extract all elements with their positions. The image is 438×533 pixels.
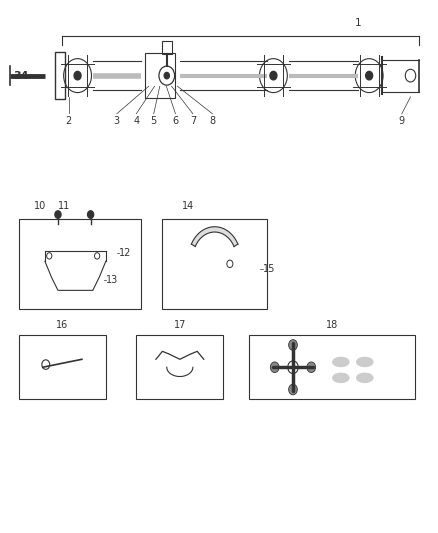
Bar — [19, 219, 141, 309]
Circle shape — [164, 72, 170, 79]
Circle shape — [270, 362, 279, 373]
Circle shape — [289, 384, 297, 395]
Text: 18: 18 — [326, 320, 338, 330]
Ellipse shape — [357, 373, 373, 383]
Circle shape — [288, 361, 298, 374]
Text: 7: 7 — [190, 116, 196, 126]
Text: 13: 13 — [106, 274, 119, 285]
Bar — [55, 52, 65, 100]
Text: 16: 16 — [56, 320, 68, 330]
Bar — [136, 335, 223, 399]
Circle shape — [366, 71, 373, 80]
Text: 9: 9 — [399, 116, 405, 126]
Circle shape — [88, 211, 94, 218]
Text: 6: 6 — [173, 116, 179, 126]
Circle shape — [74, 71, 81, 80]
Ellipse shape — [332, 373, 349, 383]
Text: 3: 3 — [113, 116, 120, 126]
Circle shape — [270, 71, 277, 80]
Text: 15: 15 — [263, 264, 275, 274]
Text: 34: 34 — [13, 70, 29, 80]
Text: 1: 1 — [355, 18, 362, 28]
Bar — [162, 219, 267, 309]
Text: 10: 10 — [35, 200, 47, 211]
Bar — [145, 53, 176, 98]
Text: 2: 2 — [66, 116, 72, 126]
Circle shape — [289, 340, 297, 350]
Ellipse shape — [357, 357, 373, 367]
Text: 14: 14 — [182, 200, 194, 211]
Text: 5: 5 — [151, 116, 157, 126]
Text: 4: 4 — [133, 116, 139, 126]
Circle shape — [307, 362, 316, 373]
Polygon shape — [191, 227, 238, 246]
Text: 12: 12 — [119, 248, 131, 259]
Text: 11: 11 — [58, 200, 71, 211]
Text: 17: 17 — [173, 320, 186, 330]
Ellipse shape — [332, 357, 349, 367]
Circle shape — [55, 211, 61, 218]
Text: 8: 8 — [209, 116, 215, 126]
Bar — [250, 335, 415, 399]
Bar — [162, 41, 172, 54]
Bar — [19, 335, 106, 399]
